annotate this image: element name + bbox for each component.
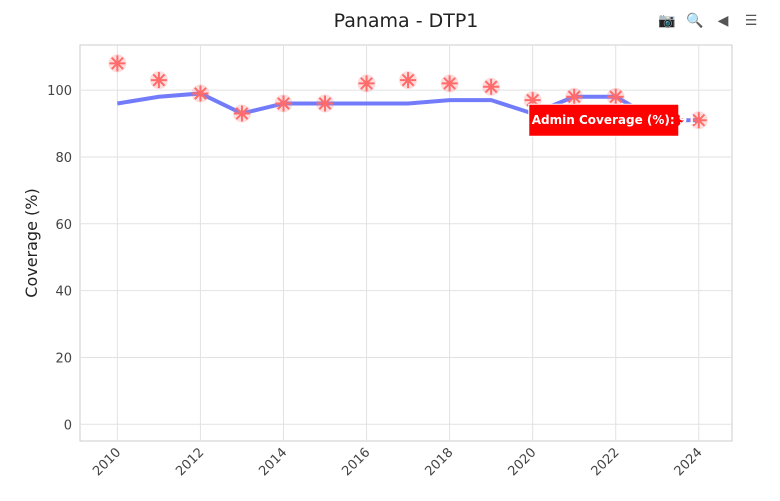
y-tick-label: 100 [47,84,72,99]
scatter-point [149,71,168,90]
scatter-point [606,87,625,106]
x-tick-label: 2010 [90,445,124,479]
plot-area [79,44,733,442]
x-tick-label: 2020 [505,445,539,479]
scatter-point [232,104,251,123]
scatter-point [274,94,293,113]
scatter-point [482,77,501,96]
zoom-icon[interactable]: 🔍 [686,13,704,29]
coverage-line [117,91,699,123]
tooltip-text: Admin Coverage (%): 91 [532,113,696,127]
scatter-point [440,74,459,93]
chart-title: Panama - DTP1 [334,10,479,32]
scatter-point [357,74,376,93]
scatter-point [316,94,335,113]
scatter-point [689,111,708,130]
scatter-point [108,54,127,73]
x-tick-label: 2016 [339,445,373,479]
hover-tooltip [528,103,686,137]
x-tick-label: 2018 [422,445,456,479]
spike-lines-icon[interactable]: ◀ [717,13,729,29]
y-tick-label: 0 [64,418,72,433]
x-tick-label: 2014 [256,445,290,479]
x-tick-label: 2024 [672,445,706,479]
scatter-point [399,71,418,90]
scatter-point [565,87,584,106]
modebar: 📷 🔍 ◀ ☰ [658,12,760,30]
y-tick-label: 20 [55,351,72,366]
x-tick-label: 2012 [173,445,207,479]
y-tick-label: 40 [55,285,72,300]
y-tick-label: 80 [55,151,72,166]
compare-hover-icon[interactable]: ☰ [744,13,758,29]
x-tick-label: 2022 [589,445,623,479]
y-axis-label: Coverage (%) [22,188,41,297]
camera-icon[interactable]: 📷 [658,13,676,29]
y-tick-label: 60 [55,218,72,233]
scatter-point [191,84,210,103]
